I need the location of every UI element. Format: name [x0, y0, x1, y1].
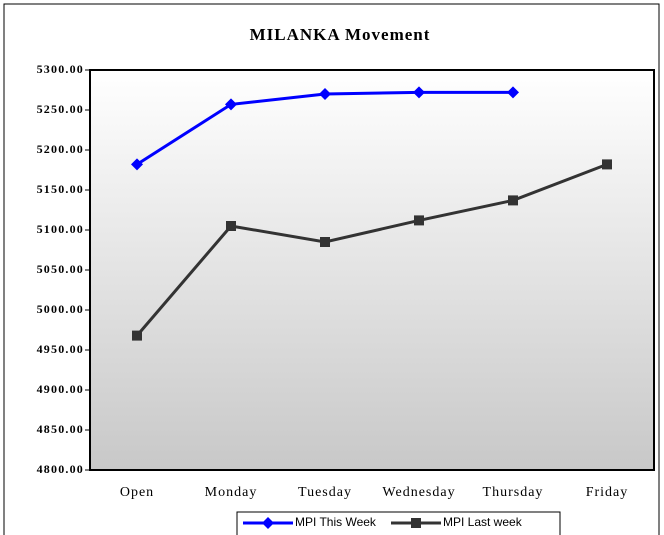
marker: [414, 215, 424, 226]
y-tick-label: 5250.00: [37, 102, 84, 116]
marker: [225, 98, 237, 111]
plot-area: [89, 69, 655, 471]
x-tick-label: Thursday: [483, 485, 544, 500]
marker: [508, 195, 518, 206]
marker: [507, 86, 519, 99]
chart-title: MILANKA Movement: [250, 25, 431, 44]
y-tick-label: 5000.00: [37, 302, 84, 316]
x-tick-label: Tuesday: [298, 485, 352, 500]
marker: [131, 158, 143, 171]
series-line: [135, 162, 608, 337]
y-tick-label: 4950.00: [37, 342, 84, 356]
x-tick-label: Open: [120, 485, 154, 500]
marker: [602, 159, 612, 170]
legend-label: MPI This Week: [295, 515, 377, 529]
marker: [411, 518, 421, 528]
marker: [262, 517, 274, 529]
y-tick-label: 5150.00: [37, 182, 84, 196]
y-tick-label: 4850.00: [37, 422, 84, 436]
y-tick-label: 5200.00: [37, 142, 84, 156]
marker: [226, 221, 236, 231]
y-tick-label: 5300.00: [37, 62, 84, 76]
marker: [413, 86, 425, 99]
marker: [320, 237, 330, 247]
x-tick-label: Friday: [586, 485, 629, 500]
y-tick-label: 5100.00: [37, 222, 84, 236]
legend-label: MPI Last week: [443, 515, 523, 529]
y-tick-label: 4900.00: [37, 382, 84, 396]
x-tick-label: Monday: [205, 485, 258, 500]
y-tick-label: 5050.00: [37, 262, 84, 276]
y-tick-label: 4800.00: [37, 462, 84, 476]
x-tick-label: Wednesday: [382, 485, 455, 500]
marker: [132, 330, 142, 341]
marker: [319, 88, 331, 100]
